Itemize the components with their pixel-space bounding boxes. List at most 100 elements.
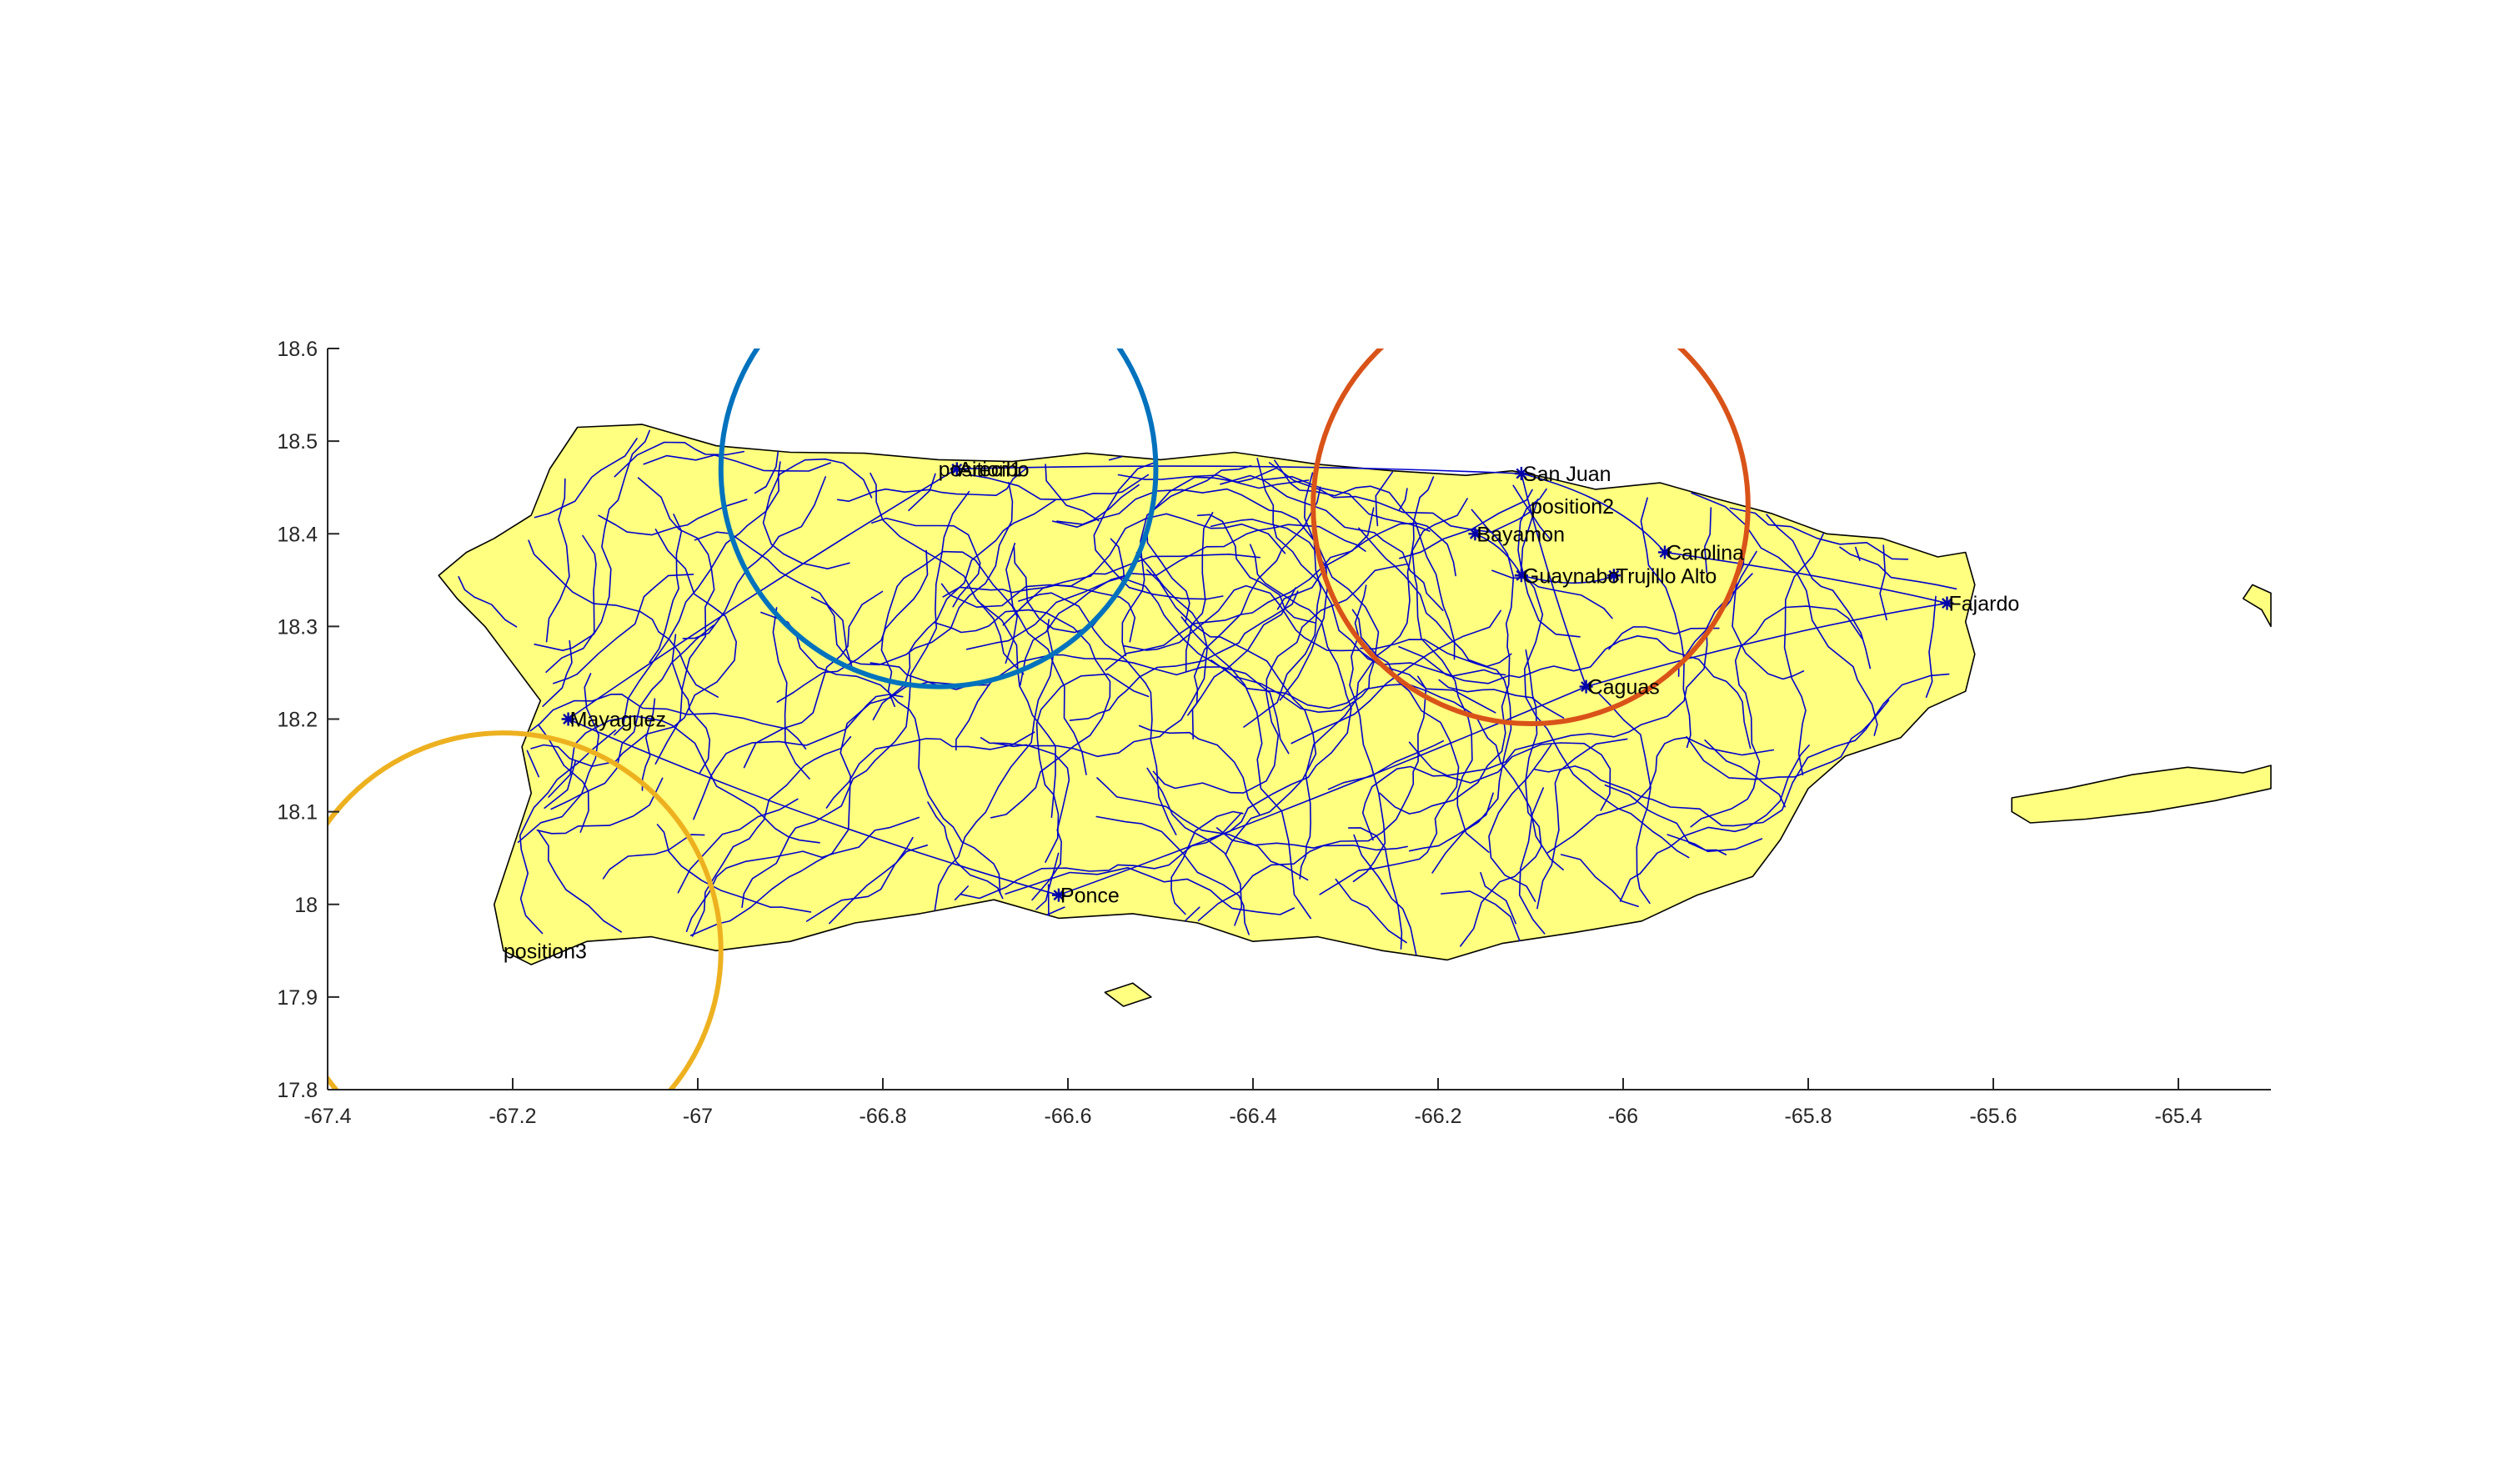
city-label: Carolina [1666, 541, 1744, 564]
road-segment [548, 715, 820, 844]
road-segment [1408, 792, 1494, 852]
road-segment [1480, 872, 1516, 925]
road-segment [772, 607, 810, 780]
coverage-circle-position1 [718, 348, 1159, 689]
city-marker-san-juan [1514, 467, 1528, 481]
star-stroke [1942, 598, 1952, 609]
road-segment [1666, 834, 1763, 853]
city-marker-ponce [1051, 888, 1065, 902]
star-stroke [1581, 681, 1592, 693]
road-segment [1640, 497, 1692, 749]
road-segment [1209, 544, 1352, 840]
x-tick-label: -65.8 [1785, 1105, 1832, 1128]
road-network [458, 429, 1957, 955]
road-segment [1518, 787, 1546, 935]
x-tick-label: -67.2 [489, 1105, 537, 1128]
road-segment [1517, 488, 1690, 859]
city-label: Arecibo [959, 458, 1030, 481]
road-segment [810, 482, 1014, 666]
star-stroke [1516, 468, 1527, 479]
road-segment [1185, 512, 1214, 672]
road-segment [762, 458, 873, 569]
x-tick-label: -66.4 [1230, 1105, 1277, 1128]
road-segment [837, 467, 1027, 502]
road-segment [1191, 587, 1296, 739]
x-tick-label: -67 [683, 1105, 713, 1128]
road-segment [1379, 509, 1515, 815]
city-markers [561, 462, 1954, 902]
axes: -67.4 -67.2 -67 -66.8 -66.6 -66.4 -66.2 -66 -65.… [277, 338, 2271, 1128]
road-segment [641, 698, 656, 791]
y-tick-label: 18.1 [277, 801, 318, 825]
road-segment [1095, 815, 1250, 935]
road-segment [1096, 777, 1309, 881]
road-segment [693, 694, 904, 820]
road-segment [643, 454, 831, 472]
highway [1474, 533, 1522, 577]
road-segment [1210, 476, 1435, 713]
road-segment [598, 499, 748, 536]
star-stroke [563, 714, 574, 724]
road-segment [1045, 464, 1100, 522]
position-label: position2 [1531, 495, 1614, 519]
culebra-island [2242, 584, 2272, 628]
road-segment [1052, 488, 1322, 728]
road-segment [545, 478, 570, 643]
road-segment [1170, 810, 1244, 915]
road-segment [1360, 639, 1512, 874]
x-tick-label: -66 [1608, 1105, 1638, 1128]
road-segment [682, 476, 826, 639]
x-tick-label: -65.6 [1970, 1105, 2017, 1128]
city-label: Bayamon [1476, 523, 1565, 546]
road-segment [1108, 456, 1123, 461]
highway [1664, 551, 1948, 604]
road-segment [519, 729, 617, 935]
star-stroke [1053, 890, 1065, 901]
road-segment [553, 574, 694, 684]
road-segment [760, 611, 1001, 895]
star-stroke [1659, 547, 1671, 558]
road-segment [741, 490, 970, 909]
road-segment [955, 654, 1290, 755]
road-segment [677, 798, 799, 894]
x-tick-label: -66.8 [860, 1105, 907, 1128]
road-segment [1018, 592, 1177, 835]
x-tick-label: -66.6 [1045, 1105, 1092, 1128]
road-segment [1020, 524, 1366, 686]
road-segment [1488, 744, 1552, 902]
y-tick-label: 17.8 [277, 1079, 318, 1102]
road-segment [872, 499, 1056, 721]
road-segment [1604, 785, 1727, 855]
road-segment [1879, 544, 1887, 621]
road-segment [1327, 739, 1445, 790]
x-tick-label: -65.4 [2155, 1105, 2203, 1128]
y-tick-label: 18.6 [277, 338, 318, 361]
road-segment [1438, 679, 1565, 719]
road-segment [980, 551, 1208, 758]
star-stroke [1469, 528, 1481, 539]
star-stroke [1608, 569, 1620, 581]
highway [567, 718, 1060, 896]
road-segment [1196, 514, 1316, 624]
highway [1521, 473, 1587, 688]
road-segment [1319, 609, 1460, 895]
road-segment [689, 681, 960, 936]
road-segment [538, 830, 622, 933]
road-segment [1358, 527, 1512, 668]
road-segment [1399, 489, 1533, 559]
road-segment [1839, 546, 1957, 590]
road-segment [1138, 724, 1261, 815]
road-segment [1536, 738, 1628, 910]
road-segment [1013, 538, 1125, 634]
road-segment [542, 639, 573, 707]
highway [956, 465, 1522, 474]
city-label: Fajardo [1949, 593, 2020, 616]
road-segment [940, 583, 1136, 643]
city-marker-bayamon [1468, 527, 1482, 541]
main-island [438, 424, 1976, 965]
road-segment [1069, 590, 1299, 721]
city-label: Caguas [1588, 676, 1660, 699]
road-segment [1704, 739, 1786, 808]
coverage-circles [328, 348, 1751, 1090]
